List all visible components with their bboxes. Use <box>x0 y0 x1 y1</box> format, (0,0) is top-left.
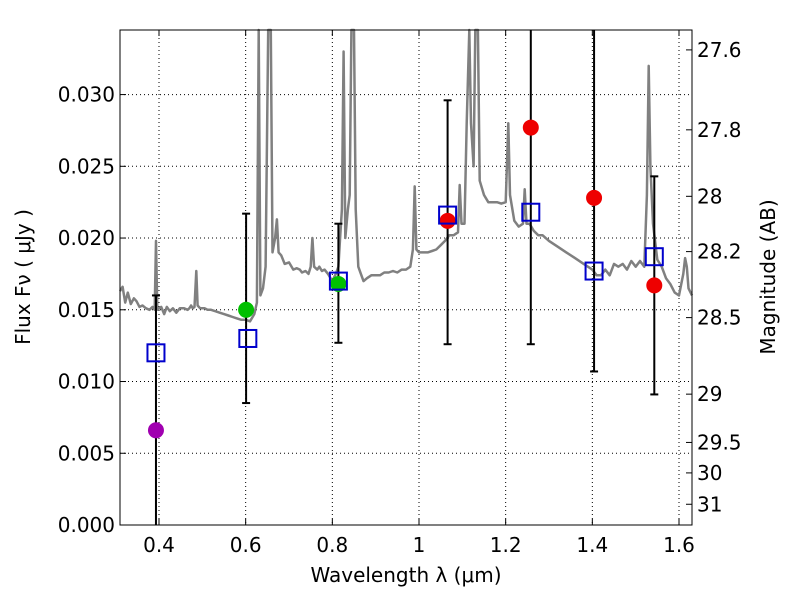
observed-point <box>238 301 255 318</box>
error-bars <box>151 30 659 525</box>
y-tick-label: 0.030 <box>58 83 115 107</box>
model-point <box>584 261 604 281</box>
model-point <box>521 202 541 222</box>
axis-ticks <box>120 30 692 526</box>
y-tick-label: 0.005 <box>58 441 115 465</box>
observed-point <box>586 189 603 206</box>
y-tick-label: 0.000 <box>58 513 115 537</box>
grid-lines <box>120 30 692 525</box>
spectrum-line <box>118 28 694 323</box>
x-tick-label: 0.4 <box>143 533 175 557</box>
model-point <box>644 247 664 267</box>
x-tick-label: 0.8 <box>316 533 348 557</box>
x-axis-label: Wavelength λ (μm) <box>310 563 501 587</box>
model-point <box>146 343 166 363</box>
y2-tick-label: 28 <box>697 184 722 208</box>
observed-point <box>522 119 539 136</box>
y2-tick-label: 30 <box>697 461 722 485</box>
y2-tick-label: 27.8 <box>697 118 742 142</box>
x-tick-labels: 0.4 0.6 0.8 1 1.2 1.4 1.6 <box>143 533 695 557</box>
observed-point <box>147 422 164 439</box>
model-point <box>328 271 348 291</box>
x-tick-label: 1.4 <box>576 533 608 557</box>
y2-tick-label: 29 <box>697 382 722 406</box>
y-axis-label: Flux Fν ( μJy ) <box>11 209 35 345</box>
observed-points <box>147 119 663 439</box>
y-tick-label: 0.010 <box>58 370 115 394</box>
y-tick-labels: 0.000 0.005 0.010 0.015 0.020 0.025 0.030 <box>58 83 115 537</box>
y2-tick-label: 31 <box>697 492 722 516</box>
x-tick-label: 1 <box>413 533 426 557</box>
y-tick-label: 0.025 <box>58 154 115 178</box>
x-tick-label: 0.6 <box>230 533 262 557</box>
y2-tick-label: 29.5 <box>697 430 742 454</box>
y2-tick-label: 28.2 <box>697 240 742 264</box>
observed-point <box>646 277 663 294</box>
plot-frame <box>119 29 693 526</box>
x-tick-label: 1.2 <box>490 533 522 557</box>
y-tick-label: 0.020 <box>58 226 115 250</box>
y2-tick-label: 28.5 <box>697 306 742 330</box>
model-point <box>238 328 258 348</box>
y2-tick-label: 27.6 <box>697 38 742 62</box>
model-point <box>438 205 458 225</box>
observed-point <box>439 212 456 229</box>
x-tick-label: 1.6 <box>663 533 695 557</box>
model-points <box>146 202 664 363</box>
y2-tick-labels: 27.6 27.8 28 28.2 28.5 29 29.5 30 31 <box>697 38 742 516</box>
y2-axis-label: Magnitude (AB) <box>756 199 780 354</box>
y-tick-label: 0.015 <box>58 298 115 322</box>
